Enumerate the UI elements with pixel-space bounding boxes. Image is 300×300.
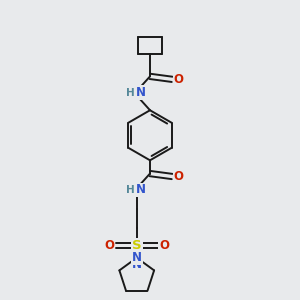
- Text: O: O: [174, 73, 184, 86]
- Text: O: O: [174, 170, 184, 183]
- Text: O: O: [159, 239, 170, 252]
- Text: N: N: [132, 258, 142, 271]
- Text: H: H: [126, 185, 134, 195]
- Text: N: N: [136, 86, 146, 99]
- Text: S: S: [132, 239, 142, 252]
- Text: H: H: [126, 88, 134, 98]
- Text: N: N: [136, 183, 146, 196]
- Text: O: O: [104, 239, 114, 252]
- Text: N: N: [132, 251, 142, 264]
